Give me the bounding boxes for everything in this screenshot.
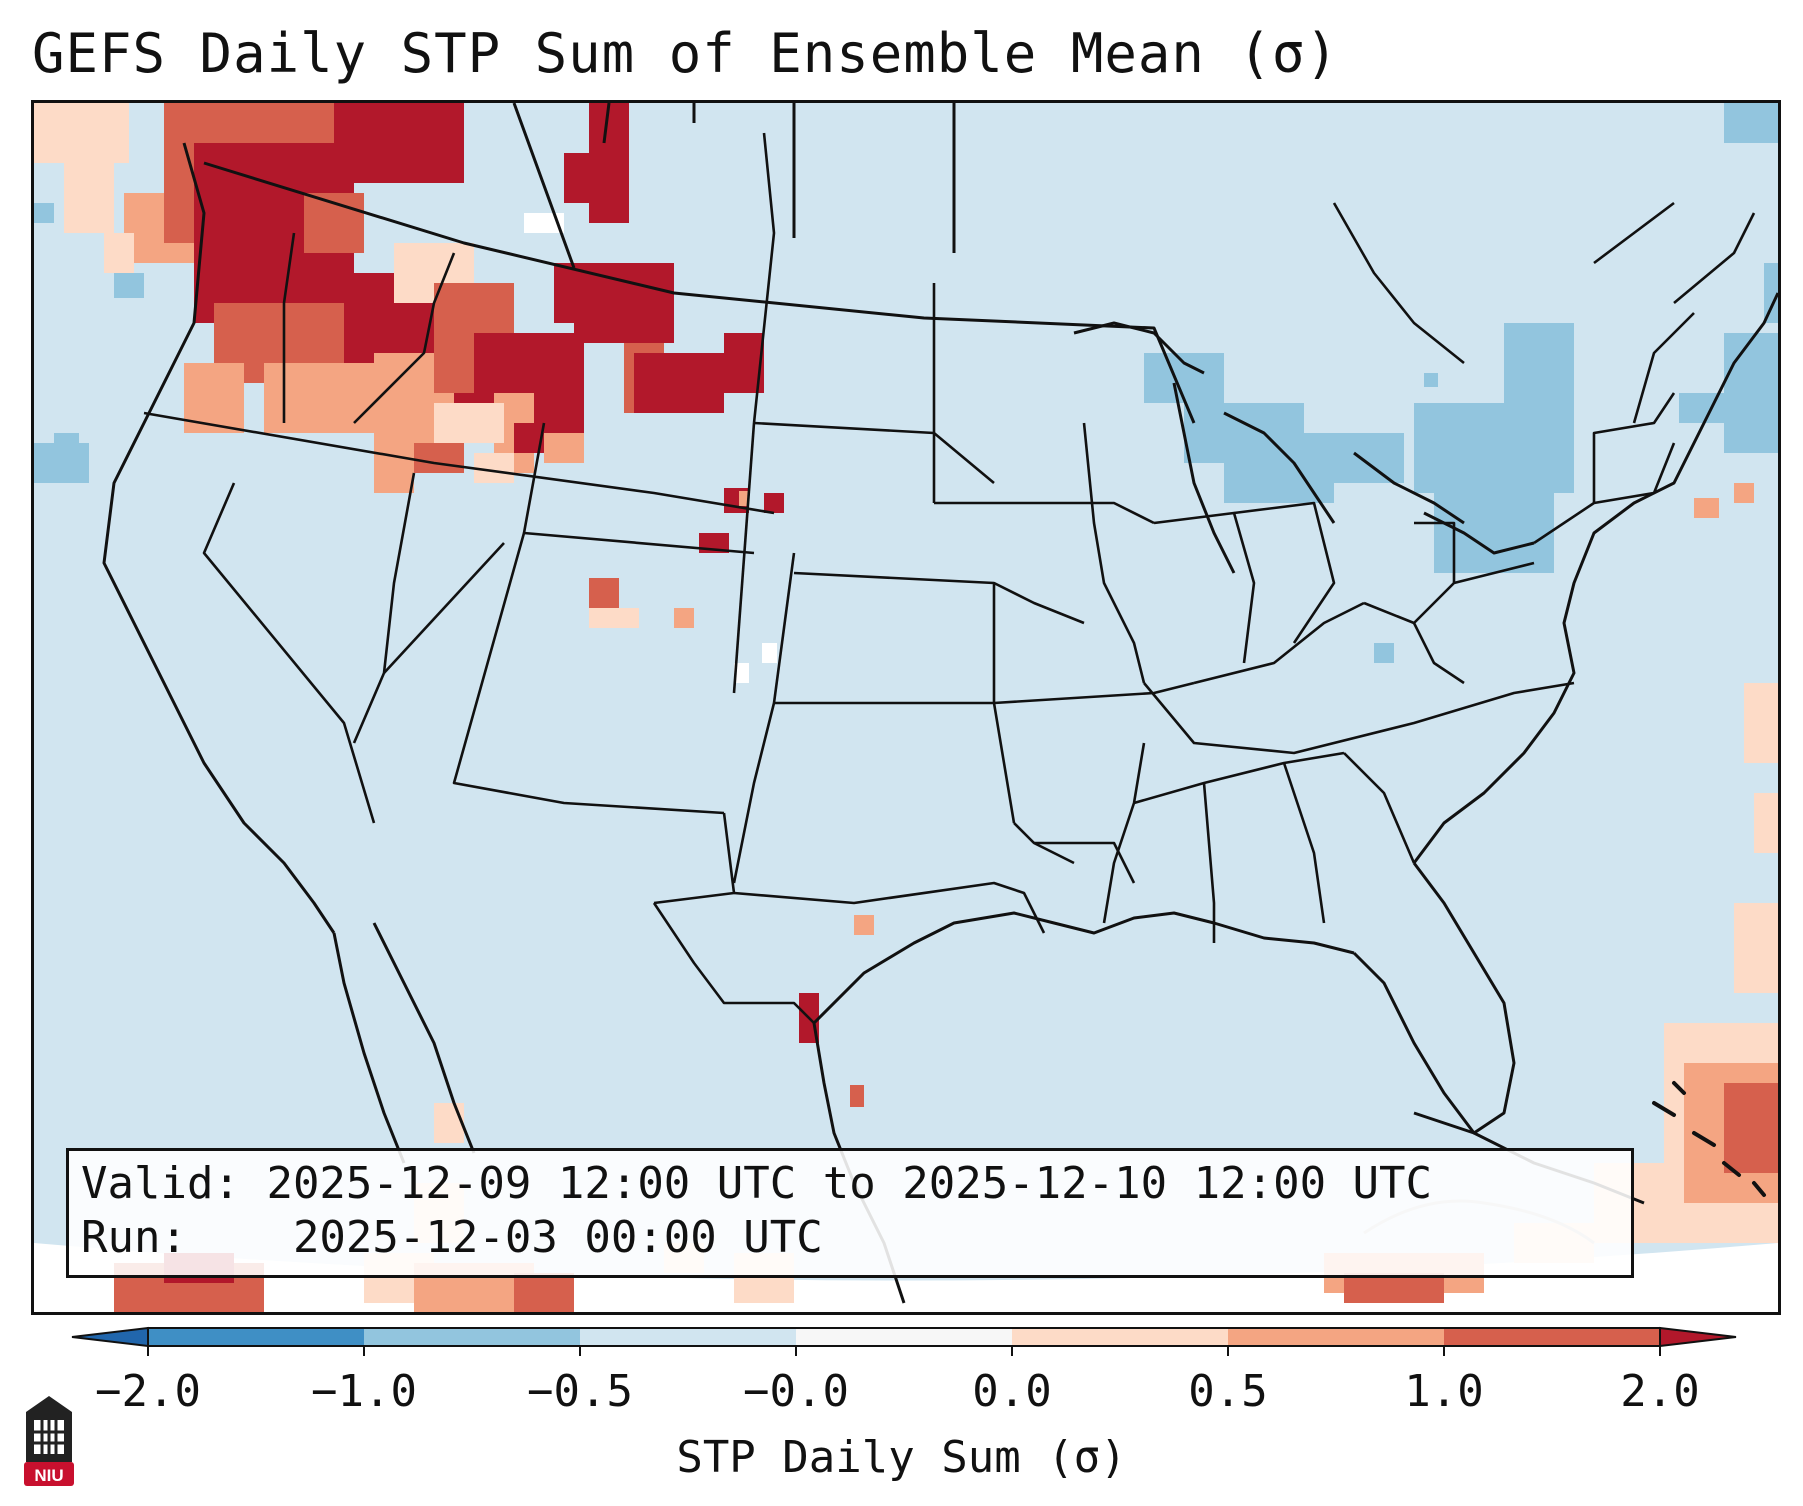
colorbar-bin (364, 1328, 580, 1346)
colorbar-tick-label: 2.0 (1620, 1366, 1700, 1417)
state-borders (143, 132, 1756, 1024)
colorbar-bin (796, 1328, 1012, 1346)
valid-run-info-box: Valid: 2025-12-09 12:00 UTC to 2025-12-1… (66, 1148, 1634, 1278)
colorbar-bin (1012, 1328, 1228, 1346)
colorbar-bin (1444, 1328, 1660, 1346)
colorbar-tick-label: −1.0 (311, 1366, 417, 1417)
colorbar-over-extend (1659, 1326, 1737, 1348)
valid-label: Valid: (81, 1158, 240, 1209)
colorbar-tick-label: −0.5 (527, 1366, 633, 1417)
coastline-and-borders (102, 103, 1778, 1304)
niu-logo: NIU (24, 1396, 74, 1486)
colorbar-bin (148, 1328, 364, 1346)
colorbar-frame (147, 1327, 1661, 1347)
colorbar-bin (580, 1328, 796, 1346)
stp-field-southeast-atlantic (1324, 683, 1778, 1303)
colorbar (71, 1326, 1737, 1356)
colorbar-bin (1228, 1328, 1444, 1346)
run-label: Run: (81, 1212, 187, 1263)
colorbar-tick-label: 1.0 (1404, 1366, 1484, 1417)
stp-field-great-lakes (1144, 103, 1778, 663)
colorbar-tick-label: 0.5 (1188, 1366, 1268, 1417)
run-value: 2025-12-03 00:00 UTC (292, 1212, 823, 1263)
niu-logo-text: NIU (34, 1466, 63, 1485)
map-title: GEFS Daily STP Sum of Ensemble Mean (σ) (32, 22, 1339, 85)
map-panel[interactable] (31, 100, 1781, 1315)
bahamas-islands (1652, 1081, 1766, 1197)
colorbar-tick-label: −0.0 (743, 1366, 849, 1417)
colorbar-under-extend (71, 1326, 149, 1348)
colorbar-tick-label: −2.0 (95, 1366, 201, 1417)
colorbar-label: STP Daily Sum (σ) (676, 1432, 1127, 1483)
valid-value: 2025-12-09 12:00 UTC to 2025-12-10 12:00… (266, 1158, 1433, 1209)
colorbar-tick-label: 0.0 (972, 1366, 1052, 1417)
